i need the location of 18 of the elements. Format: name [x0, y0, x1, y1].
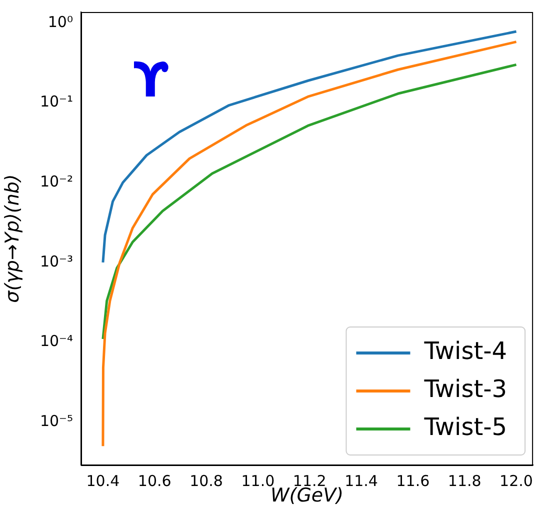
legend-label: Twist-5 — [423, 413, 508, 442]
x-tick-label: 11.6 — [396, 472, 430, 490]
legend-label: Twist-4 — [423, 337, 508, 366]
x-tick-label: 10.4 — [86, 472, 120, 490]
y-axis-title: σ(γp→Υp)(nb) — [1, 174, 24, 303]
annotation: ϒ — [133, 52, 170, 108]
x-tick-label: 12.0 — [500, 472, 533, 490]
y-tick-label: 10⁻⁴ — [40, 332, 73, 350]
legend-label: Twist-3 — [423, 375, 508, 404]
y-tick-label: 10⁻¹ — [40, 92, 73, 111]
y-tick-label: 10⁰ — [48, 12, 73, 31]
x-tick-label: 10.8 — [190, 472, 223, 490]
y-tick-label: 10⁻³ — [40, 252, 73, 270]
y-tick-label: 10⁻⁵ — [40, 412, 73, 430]
x-tick-label: 10.6 — [138, 472, 172, 490]
y-tick-label: 10⁻² — [40, 172, 73, 190]
x-tick-label: 11.8 — [448, 472, 482, 490]
x-tick-label: 11.4 — [344, 472, 378, 490]
